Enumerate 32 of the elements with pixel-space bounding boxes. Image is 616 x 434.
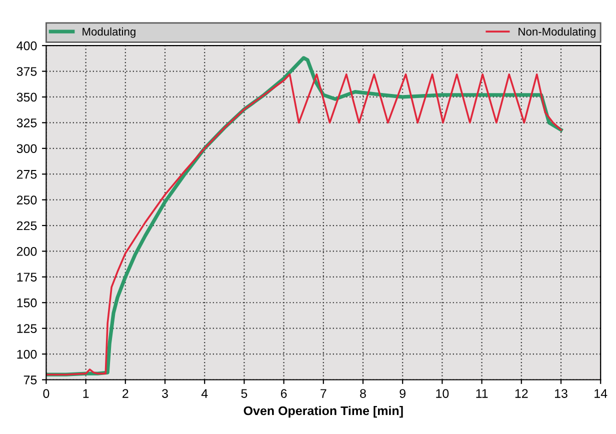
x-tick-label: 5 (241, 389, 248, 398)
y-tick-label: 350 (16, 92, 37, 102)
y-tick-label: 225 (16, 221, 37, 230)
y-tick-label: 125 (17, 324, 37, 333)
y-tick-label: 75 (24, 376, 37, 384)
x-tick-label: 1 (83, 389, 89, 398)
y-tick-label: 175 (17, 272, 37, 282)
y-tick-label: 325 (16, 118, 37, 128)
y-tick-label: 150 (17, 298, 37, 308)
y-tick-label: 250 (16, 196, 37, 204)
y-tick-label: 300 (16, 144, 37, 154)
x-tick-label: 8 (360, 389, 366, 398)
x-tick-label: 10 (436, 389, 449, 398)
y-tick-label: 275 (16, 170, 37, 179)
x-tick-label: 11 (476, 389, 488, 398)
x-tick-label: 2 (122, 389, 128, 398)
x-tick-label: 9 (400, 389, 406, 398)
x-tick-label: 12 (515, 389, 528, 398)
legend-label: Modulating (82, 27, 136, 38)
x-tick-label: 7 (320, 389, 326, 398)
x-tick-label: 6 (280, 389, 287, 398)
legend-label: Non-Modulating (518, 27, 596, 38)
x-tick-label: 13 (555, 389, 568, 398)
y-tick-label: 100 (17, 350, 37, 359)
y-tick-label: 200 (16, 247, 37, 256)
x-tick-label: 3 (162, 389, 168, 398)
x-tick-label: 4 (201, 389, 208, 398)
y-tick-label: 375 (16, 67, 37, 76)
y-tick-label: 400 (16, 41, 37, 50)
x-axis-title: Oven Operation Time [min] (244, 406, 403, 418)
x-tick-label: 14 (594, 389, 608, 398)
x-tick-label: 0 (43, 389, 50, 398)
